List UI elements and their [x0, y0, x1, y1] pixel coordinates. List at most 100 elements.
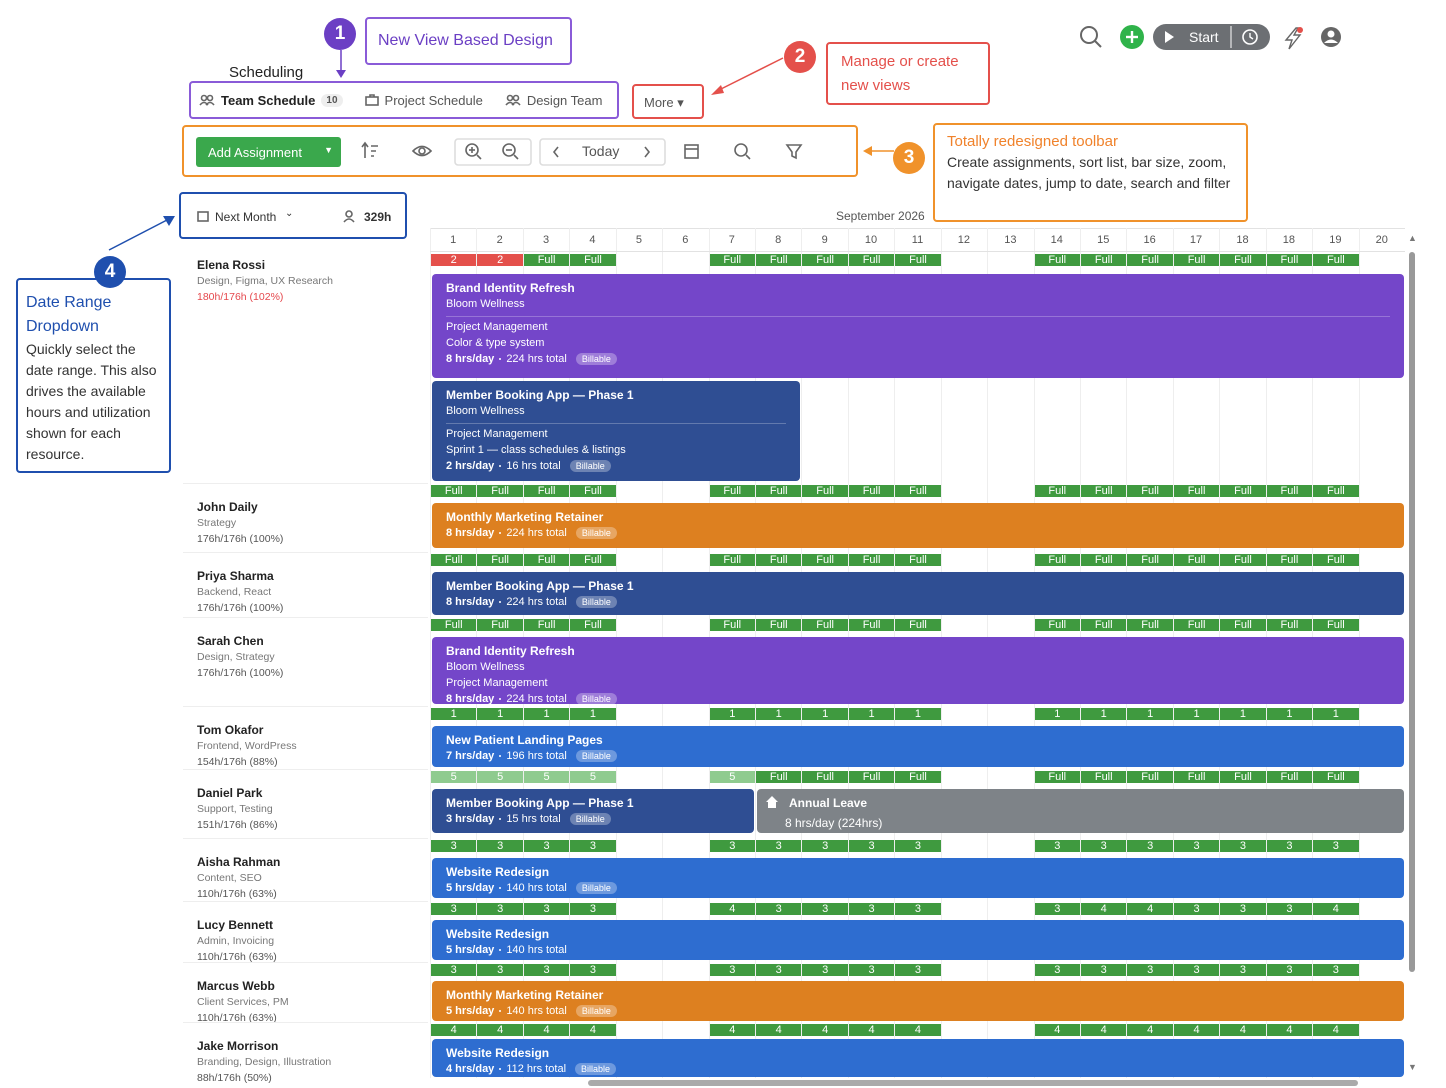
- availability-cell: 3: [1127, 840, 1173, 852]
- bar-title: Website Redesign: [446, 865, 550, 879]
- row-divider: [183, 706, 428, 707]
- availability-cell: 4: [709, 903, 755, 915]
- tab[interactable]: Design Team: [505, 93, 602, 108]
- availability-cell: 4: [1034, 1024, 1080, 1036]
- scroll-down[interactable]: ▼: [1408, 1062, 1417, 1072]
- total: 196 hrs total: [506, 750, 567, 762]
- callout-title: Totally redesigned toolbar: [947, 133, 1118, 150]
- availability-cell: Full: [431, 554, 477, 566]
- range-label: Next Month: [215, 210, 277, 224]
- assignment-bar[interactable]: Website Redesign 5 hrs/day 140 hrs total: [432, 920, 1404, 960]
- assignment-bar[interactable]: Brand Identity Refresh Bloom Wellness Proj…: [432, 637, 1404, 704]
- assignment-bar[interactable]: Brand Identity Refresh Bloom Wellness Proj…: [432, 274, 1404, 378]
- day-label: 5: [635, 234, 642, 246]
- availability-cell: 3: [477, 840, 523, 852]
- header-line: [430, 228, 1405, 229]
- start-label[interactable]: Start: [1189, 29, 1219, 45]
- availability-cell: Full: [477, 485, 523, 497]
- availability-cell: 1: [1081, 708, 1127, 720]
- row-divider: [183, 962, 428, 963]
- availability-cell: 3: [895, 840, 941, 852]
- day-label: 16: [1143, 234, 1156, 246]
- assignment-bar[interactable]: New Patient Landing Pages 7 hrs/day 196 hr…: [432, 726, 1404, 767]
- availability-cell: Full: [1127, 254, 1173, 266]
- day-label: 7: [728, 234, 735, 246]
- assignment-bar[interactable]: Annual Leave 8 hrs/day (224hrs): [757, 789, 1404, 833]
- availability-cell: Full: [895, 485, 941, 497]
- availability-cell: 3: [477, 903, 523, 915]
- v-scrollbar[interactable]: [1409, 252, 1415, 972]
- resource-utilization: 110h/176h (63%): [197, 951, 277, 963]
- availability-cell: Full: [709, 619, 755, 631]
- day-label: 20: [1375, 234, 1388, 246]
- per-day: 7 hrs/day: [446, 750, 495, 762]
- availability-cell: Full: [756, 619, 802, 631]
- availability-cell: Full: [848, 554, 895, 566]
- bar-title: Brand Identity Refresh: [446, 644, 575, 658]
- tab[interactable]: Project Schedule: [364, 93, 483, 108]
- availability-cell: 3: [756, 964, 802, 976]
- bar-title: Brand Identity Refresh: [446, 281, 575, 295]
- bar-client: Bloom Wellness: [446, 405, 525, 417]
- availability-cell: Full: [570, 254, 616, 266]
- availability-cell: 3: [1173, 964, 1220, 976]
- assignment-bar[interactable]: Website Redesign 4 hrs/day 112 hrs total Bi…: [432, 1039, 1404, 1077]
- day-label: 18: [1236, 234, 1249, 246]
- resource-utilization: 110h/176h (63%): [197, 888, 277, 900]
- view-tabs: Team Schedule 10 Project Schedule Design …: [189, 81, 619, 119]
- range-hours: 329h: [364, 210, 392, 224]
- callout-box: New View Based Design: [365, 17, 572, 65]
- availability-cell: Full: [570, 619, 616, 631]
- arrow: [863, 146, 894, 156]
- assignment-bar[interactable]: Member Booking App — Phase 1 Bloom Wellne…: [432, 381, 801, 481]
- more-button[interactable]: More ▾: [632, 84, 704, 119]
- resource-skills: Design, Figma, UX Research: [197, 275, 333, 287]
- top-actions: [1080, 24, 1341, 50]
- availability-cell: 1: [570, 708, 616, 720]
- availability-cell: 3: [895, 964, 941, 976]
- availability-cell: Full: [1266, 771, 1313, 783]
- availability-cell: 1: [1127, 708, 1173, 720]
- availability-cell: 5: [709, 771, 755, 783]
- availability-cell: 4: [1127, 1024, 1173, 1036]
- availability-cell: 3: [1034, 964, 1080, 976]
- range-selector[interactable]: Next Month ⌄ 329h: [179, 192, 407, 239]
- assignment-bar[interactable]: Member Booking App — Phase 1 8 hrs/day 224…: [432, 572, 1404, 615]
- availability-cell: 3: [570, 840, 616, 852]
- bar-line: Project Management: [446, 677, 548, 689]
- day-label: 3: [542, 234, 550, 246]
- availability-cell: 5: [477, 771, 523, 783]
- availability-cell: Full: [756, 485, 802, 497]
- add-assignment[interactable]: Add Assignment ▼: [196, 137, 341, 167]
- assignment-bar[interactable]: Monthly Marketing Retainer 5 hrs/day 140 h…: [432, 981, 1404, 1021]
- tab-label: Team Schedule: [221, 92, 316, 108]
- resource-name: Tom Okafor: [197, 723, 264, 737]
- header-line: [430, 251, 1405, 252]
- resource: Tom Okafor Frontend, WordPress 154h/176h (…: [197, 723, 422, 768]
- availability-cell: 3: [709, 964, 755, 976]
- bar-footer: 7 hrs/day 196 hrs total Billable: [446, 748, 1390, 764]
- availability-cell: Full: [1266, 554, 1313, 566]
- availability-cell: 3: [1313, 964, 1359, 976]
- row-divider: [183, 1022, 428, 1023]
- callout-body: Create assignments, sort list, bar size,…: [947, 154, 1231, 191]
- assignment-bar[interactable]: Website Redesign 5 hrs/day 140 hrs total Bi…: [432, 858, 1404, 898]
- availability-cell: 3: [1173, 903, 1220, 915]
- availability-cell: 1: [523, 708, 570, 720]
- add-label: Add Assignment: [208, 145, 302, 160]
- resource-utilization: 176h/176h (100%): [197, 667, 284, 679]
- assignment-bar[interactable]: Member Booking App — Phase 1 3 hrs/day 15 …: [432, 789, 754, 833]
- today-button[interactable]: Today: [582, 143, 620, 159]
- resource-name: Daniel Park: [197, 786, 263, 800]
- resource-utilization: 110h/176h (63%): [197, 1012, 277, 1024]
- availability-cell: 3: [1220, 903, 1266, 915]
- availability-cell: 1: [756, 708, 802, 720]
- bar-client: Bloom Wellness: [446, 298, 525, 310]
- bar-title: New Patient Landing Pages: [446, 733, 603, 747]
- availability-cell: 1: [802, 708, 848, 720]
- resource: Sarah Chen Design, Strategy 176h/176h (100…: [197, 634, 422, 679]
- assignment-bar[interactable]: Monthly Marketing Retainer 8 hrs/day 224 h…: [432, 503, 1404, 548]
- h-scrollbar[interactable]: [588, 1080, 1358, 1086]
- scroll-up[interactable]: ▲: [1408, 233, 1417, 243]
- tab[interactable]: Team Schedule 10: [199, 93, 343, 108]
